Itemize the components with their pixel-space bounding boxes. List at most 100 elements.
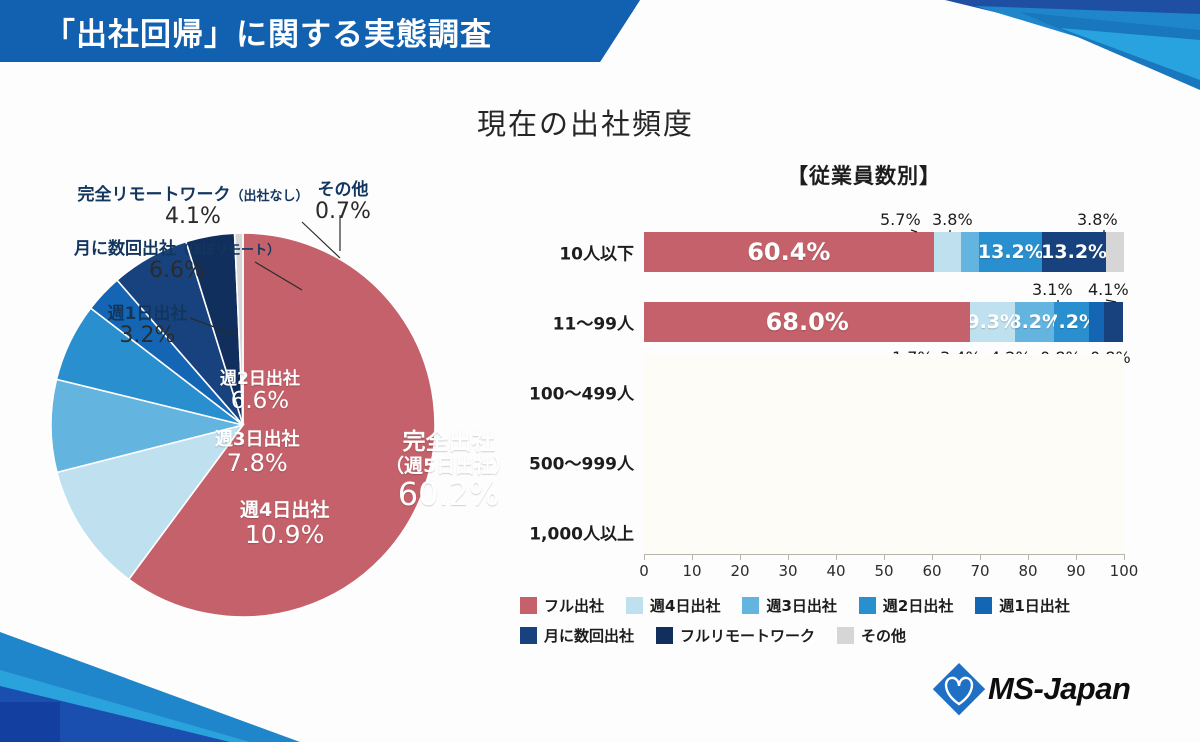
legend-item-label: 週3日出社: [766, 597, 837, 615]
legend-item-label: その他: [861, 627, 907, 645]
axis-tick: [932, 554, 933, 560]
legend-item-label: 週1日出社: [999, 597, 1070, 615]
pie-label-value: 0.7%: [315, 199, 371, 225]
axis-tick: [788, 554, 789, 560]
pie-slice-label: 月に数回出社（ほぼリモート） 6.6%: [52, 239, 302, 284]
page-title: 現在の出社頻度: [477, 107, 695, 141]
axis-tick: [980, 554, 981, 560]
axis-tick: [740, 554, 741, 560]
bar-row-category-label: 1,000人以上: [529, 524, 634, 545]
axis-tick-label: 80: [1018, 562, 1038, 580]
pie-label-name: 週3日出社: [215, 429, 300, 450]
pie-label-name: 完全リモートワーク（出社なし）: [77, 185, 309, 205]
pie-chart-svg: [50, 215, 436, 618]
axis-tick-label: 40: [826, 562, 846, 580]
header-banner-notch: [598, 0, 640, 62]
pie-slice: [233, 232, 244, 426]
legend-item[interactable]: 週2日出社: [858, 595, 954, 616]
section-subtitle: 【従業員数別】: [787, 164, 941, 188]
legend-swatch-icon: [837, 627, 855, 644]
bar-segment: 7.2%: [1054, 302, 1089, 342]
pie-label-value: 10.9%: [244, 520, 325, 550]
pie-slice-label: 週1日出社 3.2%: [70, 304, 225, 349]
ms-japan-logo: MS-Japan: [930, 660, 1131, 718]
pie-slice-label: 完全リモートワーク（出社なし） 4.1%: [48, 185, 338, 230]
legend-swatch-icon: [858, 597, 876, 614]
bar-segment: [933, 232, 961, 272]
pie-label-sublabel: （週5日出社）: [385, 454, 513, 477]
legend-item-label: 週2日出社: [882, 597, 954, 615]
pie-leader-line: [301, 221, 341, 259]
pie-leader-line: [254, 261, 303, 291]
pie-label-value: 60.2%: [397, 475, 500, 514]
legend-item[interactable]: 週4日出社: [626, 595, 720, 616]
pie-slice-label: 週3日出社 7.8%: [215, 429, 300, 477]
bar-row-category-label: 100〜499人: [529, 384, 634, 405]
bar-segment-callout: 3.8%: [932, 210, 973, 229]
bar-segment-value: 60.4%: [747, 238, 831, 266]
pie-slice: [50, 378, 244, 474]
bar-segment-value: 13.2%: [979, 241, 1043, 263]
pie-chart: [40, 215, 460, 635]
bar-segment-value: 13.2%: [1042, 241, 1106, 263]
bar-segment: 60.4%: [644, 232, 934, 272]
legend-swatch-icon: [742, 597, 760, 614]
legend-swatch-icon: [626, 597, 644, 614]
axis-tick-label: 90: [1066, 562, 1086, 580]
footer-corner-block: [0, 702, 60, 742]
bar-segment: [1088, 302, 1104, 342]
bar-row-category-label: 11〜99人: [552, 314, 634, 335]
bar-segment-value: 9.3%: [970, 311, 1015, 333]
bar-segment: 13.2%: [979, 232, 1043, 272]
axis-tick-label: 20: [730, 562, 750, 580]
header-banner: [0, 0, 640, 62]
bar-row-track: 68.0% 9.3%8.2%7.2%: [644, 302, 1124, 342]
bar-row-category-label: 10人以下: [559, 244, 634, 265]
legend-row: フル出社 週4日出社 週3日出社 週2日出社 週1日出社: [520, 595, 1190, 616]
axis-tick-label: 30: [778, 562, 798, 580]
axis-tick-label: 100: [1109, 562, 1139, 580]
pie-label-sublabel: （ほぼリモート）: [175, 243, 280, 258]
legend-row: 月に数回出社 フルリモートワーク その他: [520, 625, 1190, 646]
bar-segment: 68.0%: [644, 302, 971, 342]
legend-swatch-icon: [656, 627, 674, 644]
legend-item-label: フルリモートワーク: [680, 627, 816, 645]
bar-segment-value: 7.2%: [1054, 311, 1089, 333]
axis-tick: [1124, 554, 1125, 560]
pie-slice-label: 完全出社 （週5日出社） 60.2%: [385, 429, 513, 514]
pie-slice: [55, 423, 245, 581]
legend-item-label: 週4日出社: [650, 597, 721, 615]
logo-text: MS-Japan: [988, 671, 1131, 706]
bar-segment: [1105, 232, 1124, 272]
pie-label-name: 完全出社: [402, 429, 495, 455]
pie-label-value: 3.2%: [119, 323, 176, 349]
bar-segment-value: 68.0%: [765, 308, 849, 336]
bar-segment-callout: 3.1%: [1032, 280, 1073, 299]
legend-item[interactable]: 週1日出社: [975, 595, 1070, 616]
bar-segment-callout: 4.1%: [1088, 280, 1129, 299]
legend-item[interactable]: フルリモートワーク: [656, 625, 815, 646]
legend-swatch-icon: [975, 597, 993, 614]
pie-label-name: 週1日出社: [107, 304, 188, 324]
legend-item-label: 月に数回出社: [544, 627, 635, 645]
axis-tick: [1076, 554, 1077, 560]
axis-tick-label: 50: [874, 562, 894, 580]
legend-swatch-icon: [520, 597, 537, 614]
legend-item[interactable]: 週3日出社: [742, 595, 837, 616]
pie-slice-label: その他 0.7%: [298, 180, 388, 225]
bar-chart-row: 11〜99人 68.0% 9.3%8.2%7.2% 3.1% 4.1%: [512, 280, 1188, 342]
axis-tick: [644, 554, 645, 560]
bar-segment: 13.2%: [1042, 232, 1106, 272]
pie-label-sublabel: （出社なし）: [230, 189, 309, 204]
bar-segment: [960, 232, 980, 272]
pie-label-name: 週4日出社: [240, 499, 330, 521]
legend-item[interactable]: 月に数回出社: [520, 625, 634, 646]
axis-tick: [884, 554, 885, 560]
bar-chart-x-axis: 0 10 20 30 40 50 60 70 80 90 100: [512, 354, 1188, 582]
legend-item[interactable]: その他: [837, 625, 906, 646]
bar-segment: 9.3%: [970, 302, 1016, 342]
stacked-bar-chart: 10人以下 60.4% 13.2% 13.2% 5.7% 3.8% 3.8% 11〜99人 68…: [512, 198, 1188, 580]
legend-item[interactable]: フル出社: [520, 595, 604, 616]
bar-segment: 8.2%: [1015, 302, 1055, 342]
pie-label-value: 4.1%: [165, 204, 221, 230]
